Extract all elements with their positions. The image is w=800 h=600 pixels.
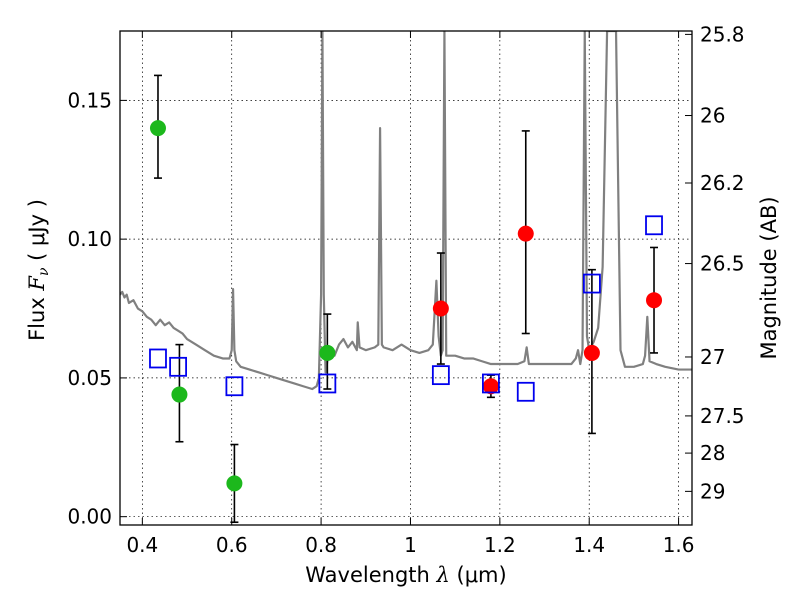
model-point — [516, 381, 535, 402]
tick-layer: 0.4 0.6 0.8 1 1.2 1.4 1.6 0.00 0.05 0.10 0.15 25.8 2… — [67, 22, 744, 557]
data-point — [482, 378, 499, 395]
y2-tick-label: 29 — [700, 479, 725, 503]
data-point — [517, 225, 534, 242]
y-axis-label: Flux Fν ( μJy ) — [25, 199, 52, 341]
data-point — [149, 120, 166, 137]
model-point — [169, 356, 187, 377]
data-point — [171, 386, 188, 403]
model-point — [318, 373, 337, 394]
y2-tick-label: 26 — [700, 104, 725, 128]
y2-tick-label: 27 — [700, 345, 725, 369]
x-axis-label: Wavelength λ (μm) — [305, 563, 506, 587]
model-point — [482, 373, 500, 394]
x-tick-label: 1 — [404, 533, 417, 557]
y-tick-label: 0.10 — [67, 227, 112, 251]
y2-tick-label: 25.8 — [700, 22, 745, 46]
data-point — [319, 344, 336, 361]
x-tick-label: 0.6 — [216, 533, 248, 557]
model-point — [149, 348, 167, 369]
y2-tick-label: 28 — [700, 441, 725, 465]
data-point — [583, 344, 600, 361]
y2-tick-label: 26.2 — [700, 171, 745, 195]
x-tick-label: 1.4 — [573, 533, 605, 557]
x-tick-label: 1.2 — [484, 533, 516, 557]
model-point — [225, 376, 244, 397]
spectrum-line — [120, 31, 692, 391]
model-point — [645, 215, 663, 236]
data-point — [432, 300, 449, 317]
plot-background — [120, 31, 692, 525]
y-tick-label: 0.15 — [67, 88, 112, 112]
model-point — [583, 273, 601, 294]
y-tick-label: 0.05 — [67, 366, 112, 390]
y2-axis-label: Magnitude (AB) — [757, 196, 781, 359]
y2-tick-label: 26.5 — [700, 252, 745, 276]
marker-layer — [149, 120, 663, 492]
x-tick-label: 0.4 — [126, 533, 158, 557]
x-tick-label: 0.8 — [305, 533, 337, 557]
plot-frame — [119, 30, 693, 526]
data-point — [226, 475, 243, 492]
x-tick-label: 1.6 — [663, 533, 695, 557]
y-tick-label: 0.00 — [67, 505, 112, 529]
y2-tick-label: 27.5 — [700, 404, 745, 428]
model-point — [431, 365, 450, 386]
data-point — [646, 292, 663, 309]
spectrum-layer — [120, 31, 692, 391]
